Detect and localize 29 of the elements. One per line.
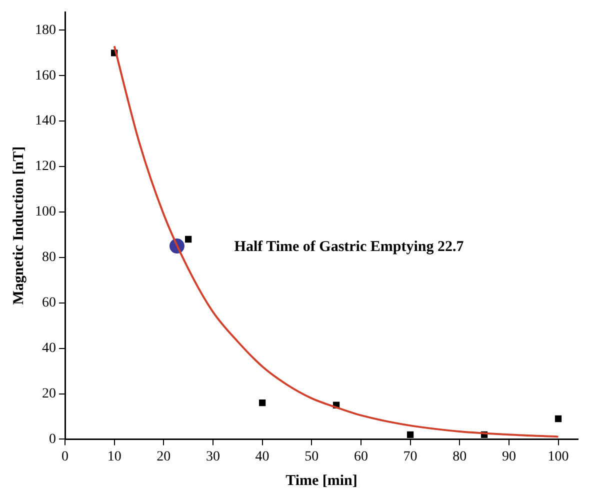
x-tick-label: 40 (255, 449, 270, 464)
y-tick-label: 100 (35, 204, 56, 220)
annotation: Half Time of Gastric Emptying 22.7 (234, 238, 464, 255)
y-axis-title: Magnetic Induction [nT] (10, 146, 27, 305)
x-tick-label: 30 (206, 449, 220, 464)
line-series (113, 45, 560, 438)
point (184, 236, 192, 243)
y-tick-label: 120 (35, 159, 56, 174)
y-tick-label: 40 (42, 340, 56, 356)
y-tick-label: 20 (42, 386, 56, 402)
y-tick-label: 80 (42, 250, 56, 266)
x-tick-label: 20 (156, 449, 171, 464)
y-tick-label: 140 (35, 114, 56, 129)
x-tick-label: 80 (452, 449, 467, 464)
x-axis-title: Time [min] (286, 472, 358, 489)
x-tick-label: 10 (107, 449, 122, 464)
x-tick-label: 90 (502, 449, 516, 464)
x-tick-label: 50 (304, 449, 319, 464)
y-tick-label: 180 (35, 22, 56, 38)
x-tick-label: 60 (354, 449, 368, 464)
point (406, 431, 414, 438)
y-tick-label: 160 (35, 68, 56, 84)
point (554, 415, 562, 422)
y-tick-label: 60 (42, 296, 56, 311)
point (258, 400, 266, 406)
x-tick-label: 0 (62, 449, 68, 464)
x-tick-label: 100 (548, 449, 569, 464)
y-tick-label: 0 (49, 432, 56, 447)
x-tick-label: 70 (403, 449, 418, 464)
